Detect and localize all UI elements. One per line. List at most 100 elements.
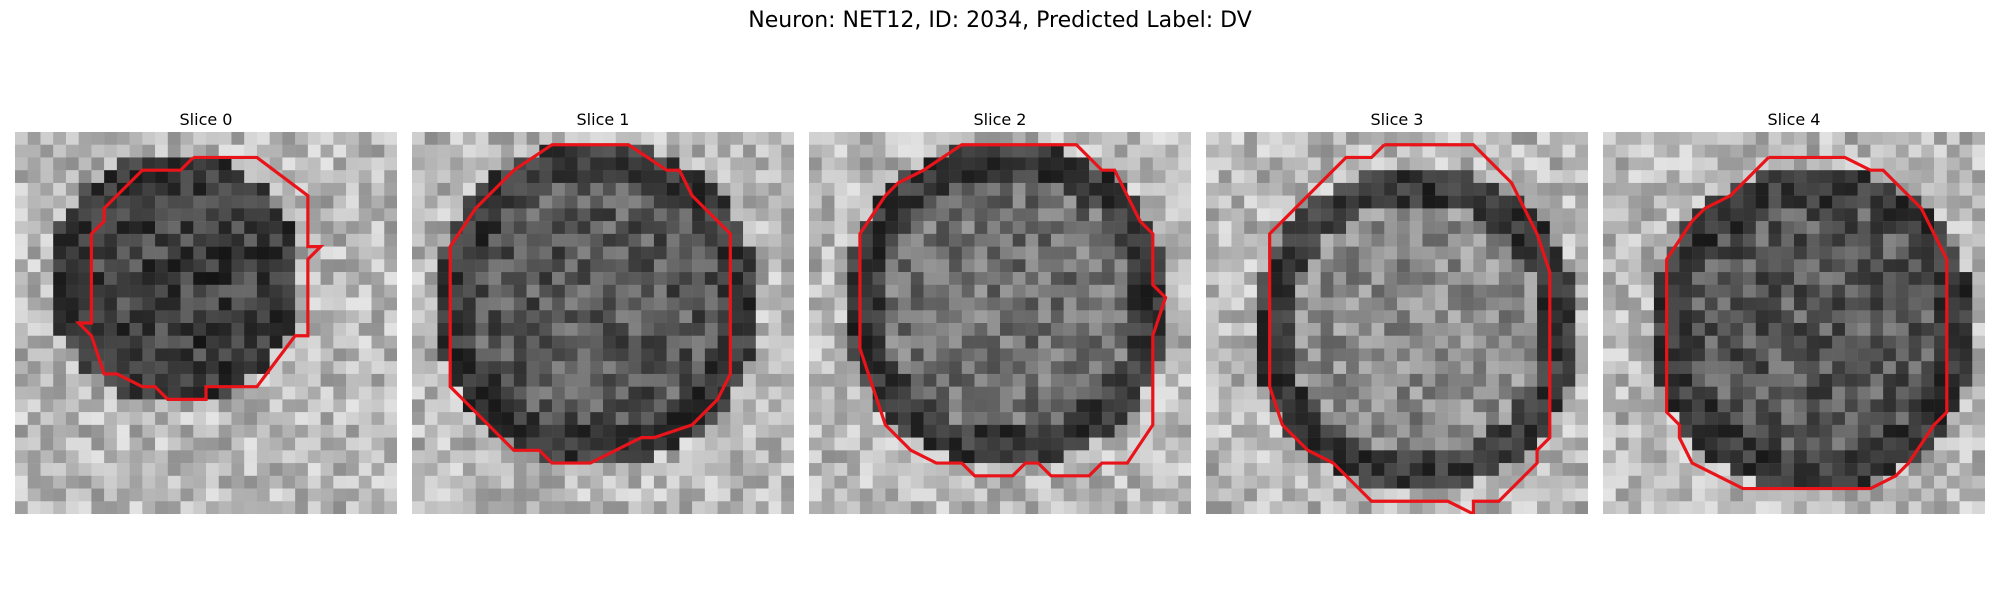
image-pixel — [1038, 335, 1052, 349]
microscopy-pixels — [412, 132, 794, 514]
image-pixel — [65, 335, 79, 349]
image-pixel — [1165, 233, 1179, 247]
image-pixel — [1140, 373, 1154, 387]
image-pixel — [1307, 144, 1321, 158]
image-pixel — [1934, 272, 1948, 286]
image-pixel — [1908, 361, 1922, 375]
image-pixel — [1358, 463, 1372, 477]
image-pixel — [1524, 170, 1538, 184]
image-pixel — [65, 246, 79, 260]
image-pixel — [834, 272, 848, 286]
image-pixel — [603, 412, 616, 426]
image-pixel — [1206, 157, 1219, 171]
image-pixel — [91, 259, 105, 273]
image-pixel — [1653, 488, 1667, 502]
image-pixel — [1679, 463, 1693, 477]
image-pixel — [1397, 463, 1410, 477]
image-pixel — [1549, 348, 1563, 362]
image-pixel — [603, 272, 616, 286]
image-pixel — [1946, 284, 1960, 298]
image-pixel — [526, 488, 540, 502]
image-pixel — [15, 195, 28, 209]
image-pixel — [1743, 284, 1757, 298]
image-pixel — [371, 463, 385, 477]
image-pixel — [15, 488, 28, 502]
image-pixel — [513, 412, 527, 426]
image-pixel — [231, 323, 245, 336]
image-pixel — [603, 348, 616, 362]
image-pixel — [282, 221, 296, 235]
image-pixel — [384, 208, 397, 222]
image-pixel — [1333, 233, 1347, 247]
image-pixel — [1178, 221, 1191, 235]
image-pixel — [15, 475, 28, 489]
image-pixel — [717, 170, 731, 184]
image-pixel — [1114, 284, 1128, 298]
image-pixel — [1447, 297, 1461, 311]
image-pixel — [717, 310, 731, 324]
image-pixel — [961, 195, 975, 209]
image-pixel — [437, 386, 451, 400]
image-pixel — [1857, 323, 1871, 336]
image-pixel — [1768, 361, 1782, 375]
image-pixel — [1704, 284, 1718, 298]
image-pixel — [768, 284, 782, 298]
image-pixel — [1384, 310, 1398, 324]
image-pixel — [424, 170, 438, 184]
image-pixel — [564, 170, 578, 184]
image-pixel — [1101, 310, 1115, 324]
image-pixel — [412, 144, 425, 158]
image-pixel — [231, 272, 245, 286]
image-pixel — [129, 157, 143, 171]
image-pixel — [1781, 310, 1795, 324]
image-pixel — [1076, 272, 1090, 286]
image-pixel — [1972, 195, 1985, 209]
image-pixel — [961, 297, 975, 311]
image-pixel — [358, 361, 372, 375]
image-pixel — [384, 373, 397, 387]
image-pixel — [1755, 424, 1769, 438]
image-pixel — [768, 437, 782, 451]
image-pixel — [1089, 182, 1103, 196]
image-pixel — [679, 348, 693, 362]
image-pixel — [1178, 361, 1191, 375]
image-pixel — [821, 463, 835, 477]
image-pixel — [692, 157, 706, 171]
image-pixel — [1895, 488, 1909, 502]
image-pixel — [872, 373, 886, 387]
image-pixel — [590, 221, 604, 235]
image-pixel — [717, 144, 731, 158]
image-pixel — [218, 297, 232, 311]
image-pixel — [424, 132, 438, 145]
image-pixel — [424, 424, 438, 438]
image-pixel — [615, 501, 629, 514]
image-pixel — [1025, 182, 1039, 196]
image-pixel — [142, 437, 156, 451]
image-pixel — [78, 259, 92, 273]
image-pixel — [974, 450, 988, 464]
image-pixel — [1832, 475, 1846, 489]
image-pixel — [1025, 246, 1039, 260]
image-pixel — [1511, 170, 1525, 184]
image-pixel — [1692, 157, 1706, 171]
image-pixel — [1562, 246, 1576, 260]
image-pixel — [730, 399, 744, 413]
image-pixel — [1447, 437, 1461, 451]
image-pixel — [1050, 323, 1064, 336]
image-pixel — [412, 233, 425, 247]
image-pixel — [142, 386, 156, 400]
image-pixel — [1460, 386, 1474, 400]
image-pixel — [1025, 437, 1039, 451]
image-pixel — [513, 221, 527, 235]
image-pixel — [450, 297, 464, 311]
image-pixel — [27, 335, 41, 349]
image-pixel — [1371, 297, 1385, 311]
image-pixel — [501, 284, 515, 298]
image-pixel — [603, 259, 616, 273]
image-pixel — [577, 450, 591, 464]
image-pixel — [1692, 297, 1706, 311]
image-pixel — [949, 424, 963, 438]
image-pixel — [1895, 437, 1909, 451]
image-pixel — [1781, 463, 1795, 477]
image-pixel — [859, 399, 873, 413]
